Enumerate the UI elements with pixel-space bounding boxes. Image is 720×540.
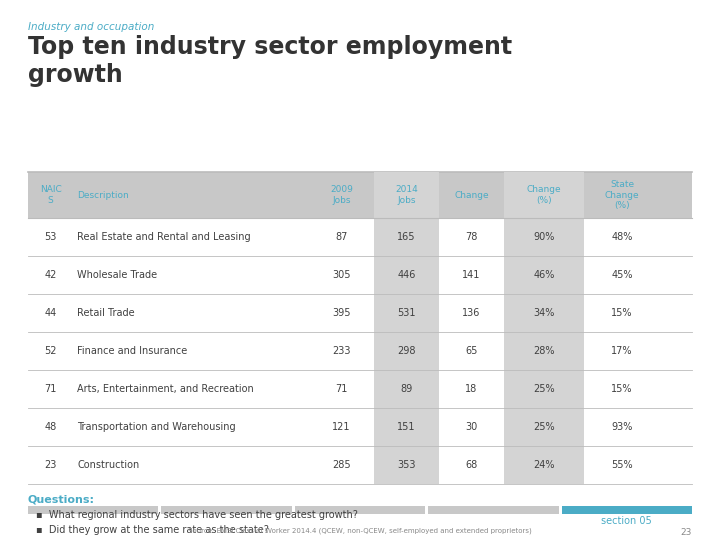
Text: Change
(%): Change (%) [526, 185, 562, 205]
Text: 2014
Jobs: 2014 Jobs [395, 185, 418, 205]
Text: Finance and Insurance: Finance and Insurance [77, 346, 187, 356]
Text: Wholesale Trade: Wholesale Trade [77, 270, 157, 280]
Text: Questions:: Questions: [28, 494, 95, 504]
Text: 23: 23 [45, 460, 57, 470]
Text: 353: 353 [397, 460, 415, 470]
Text: 136: 136 [462, 308, 481, 318]
Bar [562, 506, 692, 514]
Text: 18: 18 [465, 384, 477, 394]
Text: 395: 395 [332, 308, 351, 318]
Text: Retail Trade: Retail Trade [77, 308, 135, 318]
Text: 298: 298 [397, 346, 415, 356]
Text: 30: 30 [465, 422, 477, 432]
Text: Description: Description [77, 191, 129, 199]
Text: 89: 89 [400, 384, 413, 394]
Text: 55%: 55% [611, 460, 633, 470]
Text: 305: 305 [332, 270, 351, 280]
Text: 78: 78 [465, 232, 478, 242]
Bar [161, 506, 292, 514]
Text: 87: 87 [336, 232, 348, 242]
Text: 15%: 15% [611, 308, 633, 318]
Text: Industry and occupation: Industry and occupation [28, 22, 154, 32]
Text: 165: 165 [397, 232, 415, 242]
Text: 28%: 28% [534, 346, 554, 356]
Text: 45%: 45% [611, 270, 633, 280]
Text: ▪  Did they grow at the same rate as the state?: ▪ Did they grow at the same rate as the … [36, 525, 269, 535]
Text: ▪  What regional industry sectors have seen the greatest growth?: ▪ What regional industry sectors have se… [36, 510, 358, 520]
Text: Source: EMSI Class of Worker 2014.4 (QCEW, non-QCEW, self-employed and extended : Source: EMSI Class of Worker 2014.4 (QCE… [188, 528, 532, 535]
Text: Real Estate and Rental and Leasing: Real Estate and Rental and Leasing [77, 232, 251, 242]
Text: 531: 531 [397, 308, 415, 318]
Text: State
Change
(%): State Change (%) [605, 180, 639, 210]
Text: 25%: 25% [533, 384, 554, 394]
Text: 48%: 48% [611, 232, 633, 242]
Text: 71: 71 [336, 384, 348, 394]
Text: 151: 151 [397, 422, 415, 432]
Text: 285: 285 [332, 460, 351, 470]
Text: 42: 42 [45, 270, 57, 280]
Text: 34%: 34% [534, 308, 554, 318]
Bar [28, 172, 692, 218]
Text: 24%: 24% [534, 460, 554, 470]
Text: 93%: 93% [611, 422, 633, 432]
Text: Top ten industry sector employment
growth: Top ten industry sector employment growt… [28, 35, 512, 87]
Text: 17%: 17% [611, 346, 633, 356]
Text: 25%: 25% [533, 422, 554, 432]
Text: Transportation and Warehousing: Transportation and Warehousing [77, 422, 235, 432]
Text: 44: 44 [45, 308, 57, 318]
Bar [374, 172, 439, 484]
Bar [28, 506, 158, 514]
Text: Construction: Construction [77, 460, 140, 470]
Text: 446: 446 [397, 270, 415, 280]
Text: 52: 52 [45, 346, 57, 356]
Text: Arts, Entertainment, and Recreation: Arts, Entertainment, and Recreation [77, 384, 254, 394]
Text: 2009
Jobs: 2009 Jobs [330, 185, 353, 205]
Text: 15%: 15% [611, 384, 633, 394]
Text: 71: 71 [45, 384, 57, 394]
Text: 90%: 90% [534, 232, 554, 242]
Text: section 05: section 05 [601, 516, 652, 526]
Text: 46%: 46% [534, 270, 554, 280]
Text: Change: Change [454, 191, 489, 199]
Text: 68: 68 [465, 460, 477, 470]
Text: 23: 23 [680, 528, 692, 537]
Text: 53: 53 [45, 232, 57, 242]
Bar [504, 172, 584, 484]
Text: NAIC
S: NAIC S [40, 185, 61, 205]
Text: 48: 48 [45, 422, 57, 432]
Bar [294, 506, 426, 514]
Text: 65: 65 [465, 346, 478, 356]
Text: 121: 121 [332, 422, 351, 432]
Text: 233: 233 [332, 346, 351, 356]
Text: 141: 141 [462, 270, 481, 280]
Bar [428, 506, 559, 514]
